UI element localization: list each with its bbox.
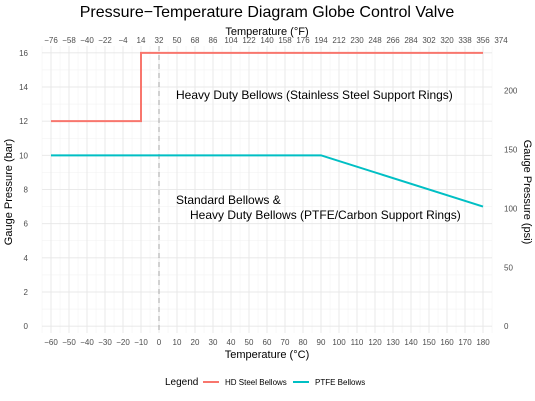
y-tick-label: 0 (24, 322, 29, 331)
x2-tick-label: 302 (422, 36, 436, 45)
x2-tick-label: 176 (296, 36, 310, 45)
x-tick-label: 170 (458, 338, 472, 347)
legend-label-ptfe: PTFE Bellows (315, 378, 365, 387)
x-tick-label: 30 (209, 338, 218, 347)
x2-tick-label: 320 (440, 36, 454, 45)
x-tick-label: 90 (317, 338, 326, 347)
x-tick-label: 130 (386, 338, 400, 347)
x-tick-label: 0 (157, 338, 162, 347)
x2-tick-label: −76 (44, 36, 58, 45)
y-tick-label: 2 (24, 288, 29, 297)
x2-tick-label: 230 (350, 36, 364, 45)
x2-tick-label: −22 (98, 36, 112, 45)
x-axis-ticks: −60 −50 −40 −30 −20 −10 0 10 20 30 40 50 60 70 80 90 100… (44, 338, 490, 347)
x2-tick-label: 68 (191, 36, 200, 45)
x2-tick-label: 356 (476, 36, 490, 45)
x-tick-label: −60 (44, 338, 58, 347)
annotation-standard-bellows: Standard Bellows & (176, 193, 281, 207)
x2-tick-label: 122 (242, 36, 256, 45)
x2-tick-label: 284 (404, 36, 418, 45)
y2-tick-label: 50 (504, 263, 513, 272)
x2-tick-label: 212 (332, 36, 346, 45)
x-tick-label: 150 (422, 338, 436, 347)
x2-tick-label: 338 (458, 36, 472, 45)
y-tick-label: 10 (19, 151, 28, 160)
x-tick-label: 110 (351, 338, 364, 347)
x-tick-label: 70 (281, 338, 290, 347)
x-tick-label: 100 (332, 338, 346, 347)
x2-tick-label: 374 (494, 36, 508, 45)
legend: Legend HD Steel Bellows PTFE Bellows (165, 377, 365, 388)
x2-axis-ticks: −76 −58 −40 −22 −4 14 32 50 68 86 104 122 140 158 176 1… (44, 36, 508, 45)
y2-tick-label: 200 (504, 87, 518, 96)
x2-tick-label: 32 (155, 36, 164, 45)
x-tick-label: 50 (245, 338, 254, 347)
x2-tick-label: 248 (368, 36, 382, 45)
x-tick-label: −50 (62, 338, 76, 347)
annotation-heavy-duty-ptfe: Heavy Duty Bellows (PTFE/Carbon Support … (190, 208, 461, 222)
x2-tick-label: 14 (137, 36, 146, 45)
x2-tick-label: 86 (209, 36, 218, 45)
x-axis-title: Temperature (°C) (225, 349, 309, 361)
legend-title: Legend (165, 377, 198, 388)
y-tick-label: 14 (19, 83, 28, 92)
chart-title: Pressure−Temperature Diagram Globe Contr… (80, 4, 455, 21)
x-tick-label: 10 (173, 338, 182, 347)
x2-tick-label: 266 (386, 36, 400, 45)
x-tick-label: 180 (476, 338, 490, 347)
x-tick-label: −10 (134, 338, 148, 347)
y-tick-label: 16 (19, 49, 28, 58)
series-lines (51, 51, 484, 208)
x2-tick-label: 194 (314, 36, 328, 45)
y2-tick-label: 150 (504, 145, 518, 154)
x-tick-label: 40 (227, 338, 236, 347)
x-tick-label: 140 (404, 338, 418, 347)
x2-tick-label: 104 (224, 36, 238, 45)
x-tick-label: 60 (263, 338, 272, 347)
x-tick-label: 20 (191, 338, 200, 347)
series-line-0 (51, 51, 483, 123)
y-tick-label: 8 (24, 186, 29, 195)
x-tick-label: 160 (440, 338, 454, 347)
x2-tick-label: −58 (62, 36, 76, 45)
y2-axis-ticks: 0 50 100 150 200 (504, 87, 518, 332)
y-tick-label: 6 (24, 220, 29, 229)
x-tick-label: −30 (98, 338, 112, 347)
series-line-1 (51, 154, 484, 208)
x-tick-label: 120 (368, 338, 382, 347)
x-tick-label: −20 (116, 338, 130, 347)
x2-tick-label: −4 (118, 36, 128, 45)
x2-axis-title: Temperature (°F) (225, 26, 308, 38)
x2-tick-label: 140 (260, 36, 274, 45)
x-tick-label: 80 (299, 338, 308, 347)
y-axis-title: Gauge Pressure (bar) (3, 139, 15, 245)
y-tick-label: 12 (19, 117, 28, 126)
x2-tick-label: −40 (80, 36, 94, 45)
x2-tick-label: 158 (278, 36, 292, 45)
y-axis-ticks: 0 2 4 6 8 10 12 14 16 (19, 49, 28, 331)
legend-label-hd-steel: HD Steel Bellows (225, 378, 287, 387)
y2-tick-label: 100 (504, 204, 518, 213)
y2-tick-label: 0 (504, 322, 509, 331)
y-tick-label: 4 (24, 254, 29, 263)
y2-axis-title: Gauge Pressure (psi) (521, 140, 533, 245)
x2-tick-label: 50 (173, 36, 182, 45)
x-tick-label: −40 (80, 338, 94, 347)
annotation-heavy-duty-steel: Heavy Duty Bellows (Stainless Steel Supp… (176, 88, 453, 102)
